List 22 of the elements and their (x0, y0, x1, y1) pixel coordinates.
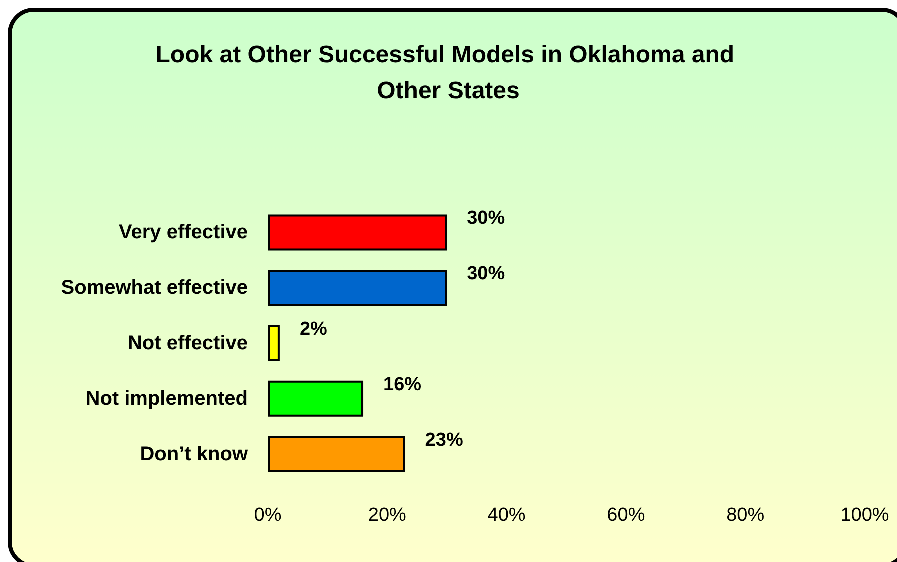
bar (268, 270, 448, 306)
x-tick-label: 40% (488, 505, 526, 526)
x-tick-label: 80% (726, 505, 765, 526)
x-tick-label: 0% (254, 505, 282, 526)
y-tick-label: Not implemented (86, 388, 248, 410)
data-label: 30% (467, 208, 506, 230)
data-label: 23% (425, 430, 464, 451)
x-tick-label: 60% (607, 505, 646, 526)
data-label: 2% (300, 319, 328, 340)
y-tick-label: Not effective (128, 332, 248, 354)
x-tick-label: 20% (368, 505, 407, 526)
y-tick-label: Don’t know (140, 443, 248, 466)
y-tick-label: Very effective (119, 222, 248, 244)
bar (268, 436, 406, 472)
bar (268, 214, 448, 251)
bar (268, 380, 364, 417)
y-tick-label: Somewhat effective (61, 277, 248, 300)
chart-title: Look at Other Successful Models in Oklahoma and Other States (156, 42, 742, 104)
data-label: 30% (467, 264, 506, 285)
x-tick-label: 100% (840, 505, 890, 526)
bar (268, 326, 280, 362)
data-label: 16% (384, 374, 422, 396)
